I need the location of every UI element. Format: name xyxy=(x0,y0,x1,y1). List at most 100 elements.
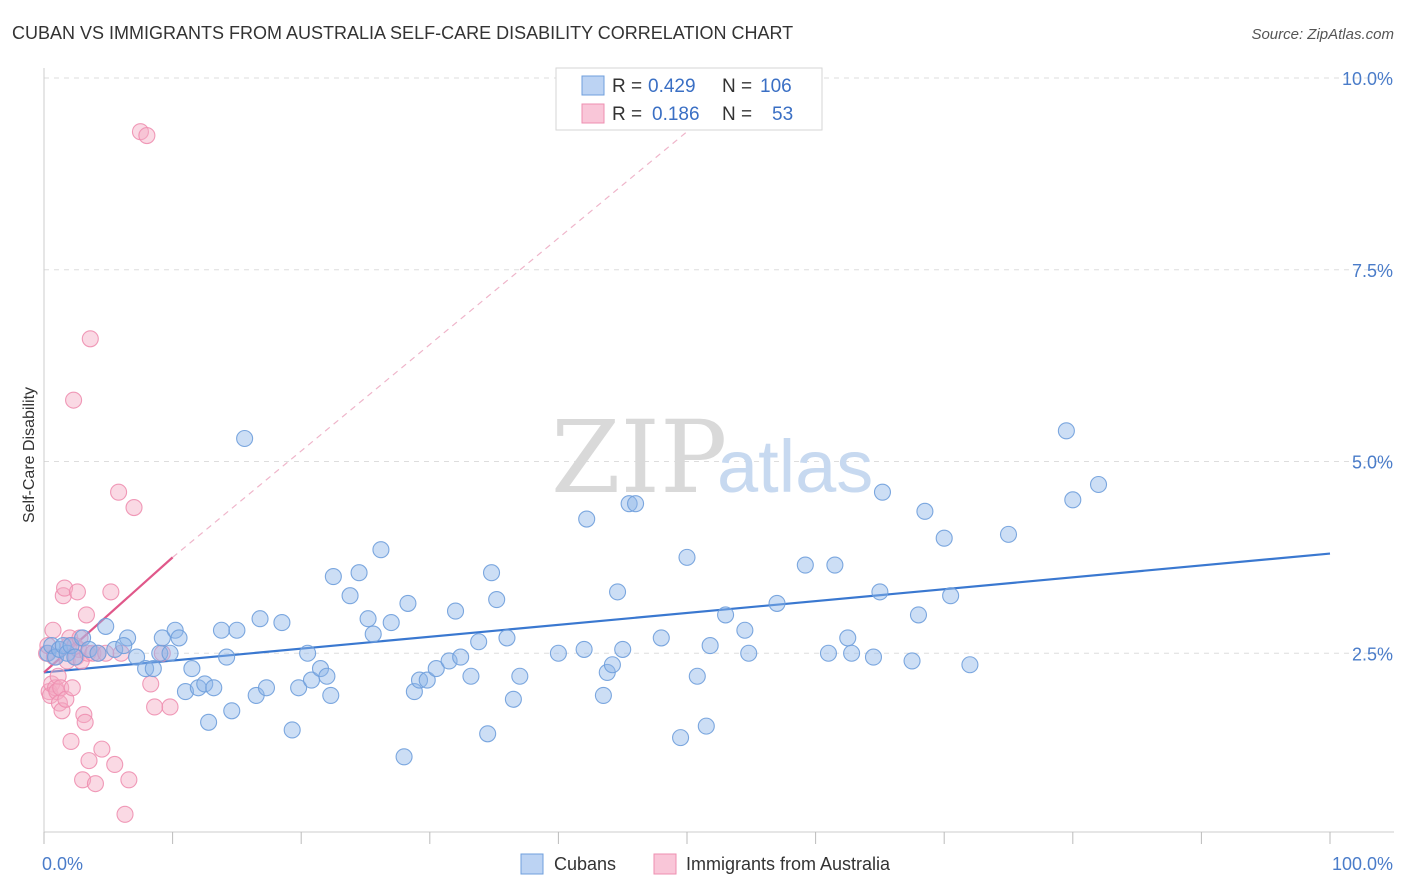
point-series0-52 xyxy=(395,748,413,766)
point-series0-62 xyxy=(470,633,488,651)
y-tick-labels: 2.5% 5.0% 7.5% 10.0% xyxy=(1342,69,1393,664)
bottom-legend: Cubans Immigrants from Australia xyxy=(520,853,891,875)
point-series0-49 xyxy=(364,625,382,643)
watermark: ZIP atlas xyxy=(551,399,873,516)
point-series0-97 xyxy=(903,652,921,670)
point-series0-67 xyxy=(504,690,522,708)
point-series0-60 xyxy=(452,648,470,666)
point-series0-101 xyxy=(935,529,953,547)
point-series0-38 xyxy=(283,721,301,739)
point-series0-56 xyxy=(418,671,436,689)
point-series0-31 xyxy=(223,702,241,720)
point-series0-84 xyxy=(701,637,719,655)
bottom-legend-label-cubans: Cubans xyxy=(554,854,616,874)
point-series0-92 xyxy=(839,629,857,647)
point-series0-12 xyxy=(106,640,124,658)
point-series0-20 xyxy=(161,644,179,662)
legend-n-value-australia: 53 xyxy=(772,104,793,125)
point-series1-28 xyxy=(74,771,92,789)
point-series1-52 xyxy=(161,698,179,716)
point-series0-69 xyxy=(549,644,567,662)
point-series0-81 xyxy=(678,548,696,566)
y-tick-label-0: 2.5% xyxy=(1352,644,1393,664)
point-series1-41 xyxy=(106,755,124,774)
point-series0-35 xyxy=(251,610,269,628)
point-series0-36 xyxy=(257,679,276,697)
point-series1-31 xyxy=(77,606,95,624)
point-series0-71 xyxy=(578,510,596,528)
point-series0-66 xyxy=(498,629,516,647)
legend-n-label-australia: N = xyxy=(722,104,752,125)
point-series1-34 xyxy=(81,330,99,348)
watermark-atlas: atlas xyxy=(717,425,873,508)
point-series0-74 xyxy=(603,656,621,674)
point-series0-70 xyxy=(575,640,593,658)
point-series0-75 xyxy=(609,583,627,601)
point-series0-78 xyxy=(627,495,645,513)
point-series0-89 xyxy=(796,556,814,574)
legend-r-value-cubans: 0.429 xyxy=(648,76,696,97)
point-series1-5 xyxy=(44,621,62,639)
point-series0-26 xyxy=(196,675,214,693)
point-series0-53 xyxy=(399,594,417,612)
bottom-legend-label-australia: Immigrants from Australia xyxy=(686,854,891,874)
point-series0-90 xyxy=(819,644,838,662)
point-series0-27 xyxy=(200,713,218,731)
point-series0-77 xyxy=(620,495,638,513)
point-series0-11 xyxy=(97,617,115,635)
point-series0-61 xyxy=(462,667,480,685)
point-series0-47 xyxy=(350,564,368,582)
point-series0-98 xyxy=(909,606,928,624)
point-series0-103 xyxy=(999,525,1018,543)
point-series0-80 xyxy=(672,729,690,747)
bottom-legend-swatch-cubans xyxy=(520,853,544,875)
point-series0-23 xyxy=(176,683,195,701)
point-series0-17 xyxy=(144,660,162,678)
top-legend: R = 0.429 N = 106 R = 0.186 N = 53 xyxy=(555,67,823,131)
point-series0-22 xyxy=(170,629,188,647)
point-series0-9 xyxy=(80,640,98,658)
legend-n-label-cubans: N = xyxy=(722,76,752,97)
point-series1-30 xyxy=(76,713,94,731)
trendline-0 xyxy=(43,552,1331,674)
point-series1-46 xyxy=(125,498,143,517)
point-series0-82 xyxy=(688,667,706,685)
point-series1-21 xyxy=(65,391,83,409)
point-series0-104 xyxy=(1057,422,1075,440)
point-series0-40 xyxy=(299,644,317,662)
point-series1-49 xyxy=(142,675,160,693)
y-axis-label: Self-Care Disability xyxy=(21,387,38,523)
legend-swatch-cubans xyxy=(581,75,605,96)
x-tick-label-0: 0.0% xyxy=(42,854,83,874)
x-ticks xyxy=(43,832,1331,844)
point-series0-7 xyxy=(66,648,84,666)
point-series0-13 xyxy=(119,629,137,647)
chart-source: Source: ZipAtlas.com xyxy=(1251,26,1394,43)
y-tick-label-1: 5.0% xyxy=(1352,453,1393,473)
y-tick-label-2: 7.5% xyxy=(1352,261,1393,281)
y-tick-label-3: 10.0% xyxy=(1342,69,1393,89)
point-series0-59 xyxy=(446,602,465,620)
point-series0-72 xyxy=(594,686,612,704)
x-tick-label-1: 100.0% xyxy=(1332,854,1393,874)
point-series0-43 xyxy=(318,667,336,685)
point-series0-86 xyxy=(736,621,754,639)
data-points xyxy=(38,123,1108,823)
point-series0-19 xyxy=(153,629,171,647)
point-series1-42 xyxy=(110,483,128,501)
point-series1-36 xyxy=(86,775,104,793)
point-series0-83 xyxy=(697,717,715,735)
point-series0-29 xyxy=(212,621,231,639)
point-series0-57 xyxy=(427,660,445,678)
point-series0-28 xyxy=(205,679,223,697)
point-series0-15 xyxy=(128,648,146,666)
point-series0-14 xyxy=(115,637,133,655)
bottom-legend-swatch-australia xyxy=(653,853,677,875)
point-series0-46 xyxy=(341,587,359,605)
point-series0-105 xyxy=(1064,491,1082,509)
point-series1-48 xyxy=(138,126,156,145)
point-series1-19 xyxy=(62,732,80,751)
point-series0-24 xyxy=(183,660,201,678)
legend-swatch-australia xyxy=(581,103,605,124)
